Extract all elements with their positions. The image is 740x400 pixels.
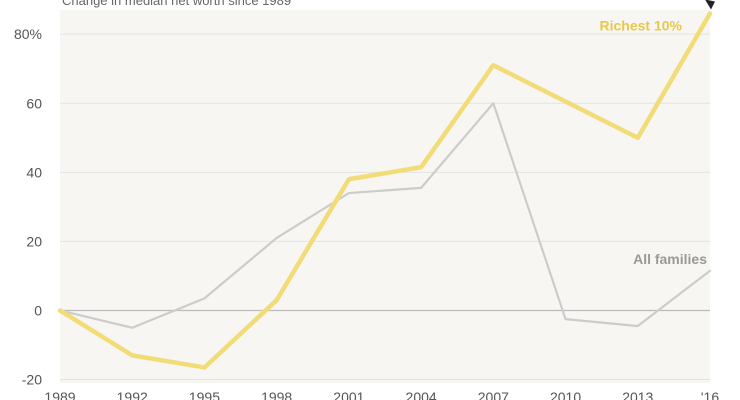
x-tick-label: 1989	[44, 389, 75, 400]
x-tick-label: 2013	[622, 389, 653, 400]
x-tick-label: 1992	[117, 389, 148, 400]
chart-subtitle: Change in median net worth since 1989	[62, 0, 291, 8]
x-tick-label: 2001	[333, 389, 364, 400]
series-lines	[57, 11, 713, 370]
y-tick-label: 0	[34, 302, 42, 318]
gridlines	[60, 33, 710, 381]
series-label-all-families: All families	[633, 251, 707, 267]
endpoint-marker-icon	[705, 0, 715, 10]
x-tick-label: 1995	[189, 389, 220, 400]
y-tick-label: 80%	[14, 26, 42, 42]
x-tick-label: '16	[701, 389, 719, 400]
y-tick-label: -20	[22, 372, 42, 388]
x-tick-label: 2010	[550, 389, 581, 400]
series-line-richest-10	[57, 11, 713, 370]
x-tick-label: 1998	[261, 389, 292, 400]
x-axis-ticks: 1989 1992 1995 1998 2001 2004 2007 2010 2013 '16	[44, 389, 719, 400]
y-tick-label: 20	[26, 233, 42, 249]
y-tick-label: 60	[26, 95, 42, 111]
y-axis-ticks: -20 0 20 40 60 80%	[14, 26, 42, 387]
y-tick-label: 40	[26, 164, 42, 180]
series-line-all-families	[58, 102, 712, 329]
x-tick-label: 2004	[406, 389, 437, 400]
series-labels: All families Richest 10%	[600, 18, 708, 267]
x-tick-label: 2007	[478, 389, 509, 400]
plot-background	[60, 10, 710, 383]
series-label-richest-10: Richest 10%	[600, 18, 683, 34]
